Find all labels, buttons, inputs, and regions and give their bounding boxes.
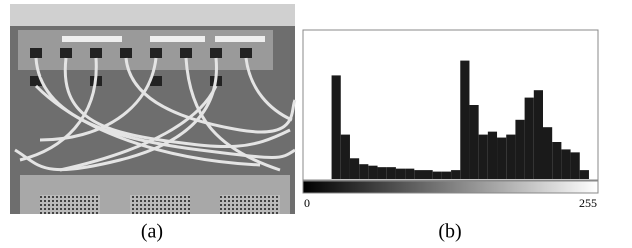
- panel-label: [62, 36, 122, 42]
- bar: [368, 166, 377, 179]
- bar: [433, 172, 442, 179]
- bar: [469, 105, 478, 179]
- bar: [414, 170, 423, 179]
- bar: [341, 135, 350, 179]
- bar: [543, 127, 552, 179]
- caption: (a): [141, 221, 163, 243]
- bar: [497, 138, 506, 179]
- bar: [378, 167, 387, 179]
- bar: [571, 152, 580, 179]
- gradient-bar: [303, 181, 598, 193]
- photo-wall: [10, 4, 295, 26]
- bar: [396, 169, 405, 179]
- x-tick-label: 0: [304, 196, 310, 210]
- bar: [460, 61, 469, 179]
- vent: [220, 195, 280, 214]
- bar: [350, 158, 359, 179]
- bar: [359, 164, 368, 179]
- x-tick-label: 255: [579, 196, 597, 210]
- page: (a) (b) 0255 (() => { const data = JSON.…: [0, 0, 632, 248]
- panel-label: [215, 36, 265, 42]
- bar: [442, 172, 451, 179]
- bar: [534, 90, 543, 179]
- caption: (b): [438, 221, 461, 243]
- bar: [405, 169, 414, 179]
- photo: [10, 4, 295, 214]
- panel-label: [150, 36, 205, 42]
- vent: [40, 195, 100, 214]
- vent: [130, 195, 190, 214]
- bar: [525, 98, 534, 179]
- bar: [580, 170, 589, 179]
- bar: [561, 149, 570, 179]
- figure: (a) (b) 0 255: [0, 0, 632, 248]
- bar: [506, 135, 515, 179]
- bar: [515, 120, 524, 179]
- bar: [387, 167, 396, 179]
- bar: [488, 132, 497, 179]
- bar: [552, 142, 561, 179]
- bar: [451, 170, 460, 179]
- bar: [332, 75, 341, 179]
- bar: [479, 135, 488, 179]
- bar: [423, 170, 432, 179]
